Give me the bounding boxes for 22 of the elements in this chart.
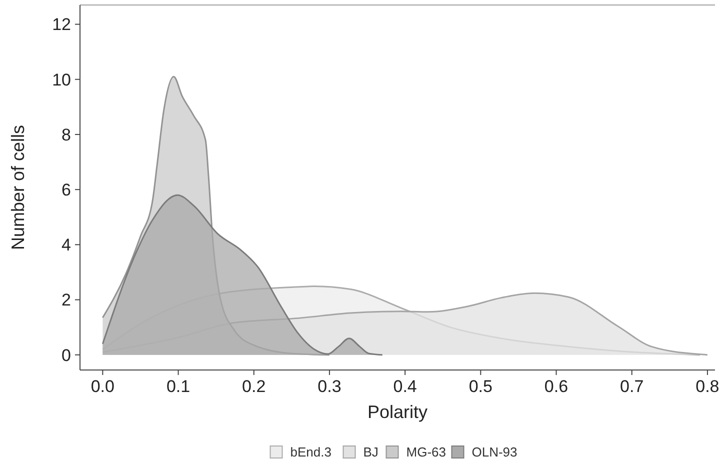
x-axis-title: Polarity [367, 402, 428, 422]
x-tick-label: 0.6 [544, 377, 568, 396]
x-tick-label: 0.5 [468, 377, 492, 396]
legend-label: BJ [363, 444, 378, 460]
y-tick-label: 4 [62, 236, 71, 255]
y-tick-label: 10 [52, 70, 71, 90]
x-tick-label: 0.4 [393, 377, 417, 396]
y-tick-label: 8 [62, 125, 71, 144]
legend-label: bEnd.3 [290, 444, 332, 460]
y-tick-label: 0 [62, 346, 71, 365]
x-tick-label: 0.3 [318, 377, 342, 396]
x-tick-label: 0.0 [90, 377, 114, 396]
x-tick-label: 0.7 [620, 377, 644, 396]
y-axis-title: Number of cells [8, 124, 28, 250]
y-tick-label: 12 [52, 15, 71, 34]
y-tick-label: 2 [62, 290, 71, 310]
x-tick-label: 0.2 [242, 377, 266, 396]
legend-label: MG-63 [406, 444, 446, 460]
y-tick-label: 6 [62, 180, 71, 200]
legend-label: OLN-93 [472, 444, 518, 460]
x-tick-label: 0.8 [696, 377, 720, 396]
x-tick-label: 0.1 [166, 377, 190, 396]
